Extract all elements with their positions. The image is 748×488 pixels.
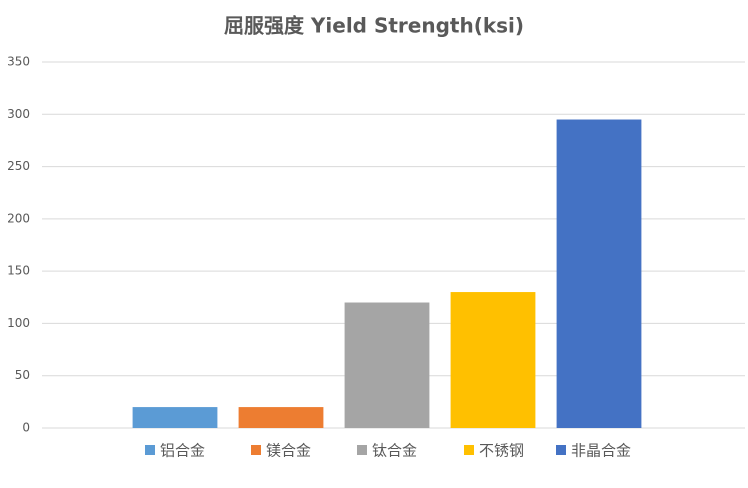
- bar: [450, 292, 536, 428]
- y-tick-label: 0: [22, 421, 30, 435]
- legend-label: 镁合金: [266, 442, 311, 460]
- bar: [344, 302, 430, 428]
- legend-swatch: [464, 445, 474, 455]
- y-tick-label: 250: [7, 159, 30, 173]
- chart-title: 屈服强度 Yield Strength(ksi): [224, 14, 524, 38]
- legend-swatch: [357, 445, 367, 455]
- bar: [132, 407, 218, 428]
- legend-swatch: [145, 445, 155, 455]
- legend-label: 非晶合金: [571, 442, 631, 460]
- bar: [238, 407, 324, 428]
- y-tick-label: 350: [7, 55, 30, 69]
- bar: [556, 119, 642, 428]
- legend-swatch: [251, 445, 261, 455]
- y-tick-label: 200: [7, 211, 30, 225]
- legend-label: 不锈钢: [479, 442, 524, 460]
- legend-label: 铝合金: [160, 442, 205, 460]
- legend-label: 钛合金: [372, 442, 417, 460]
- y-tick-label: 300: [7, 107, 30, 121]
- y-tick-label: 50: [15, 368, 30, 382]
- y-tick-label: 100: [7, 316, 30, 330]
- legend-swatch: [556, 445, 566, 455]
- y-tick-label: 150: [7, 264, 30, 278]
